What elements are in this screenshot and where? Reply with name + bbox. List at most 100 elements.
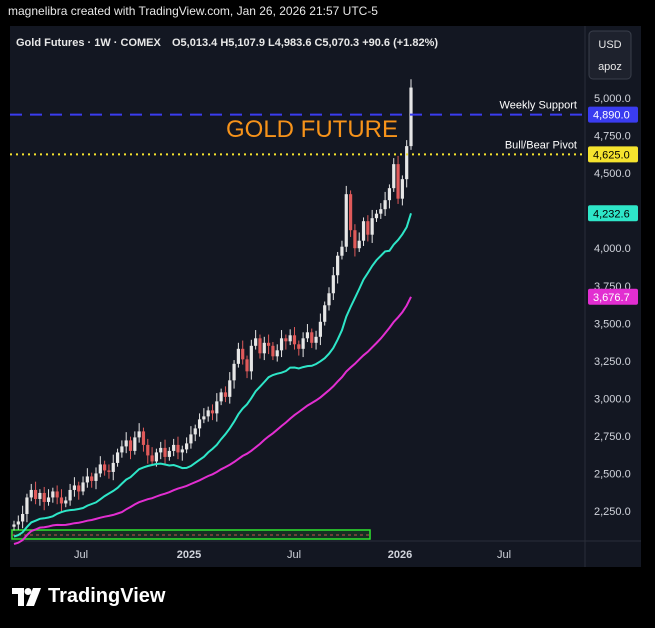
candle-body	[366, 221, 370, 235]
candle-body	[163, 447, 167, 457]
price-label-text: 4,890.0	[593, 110, 630, 122]
ohlc-readout: O5,013.4 H5,107.9 L4,983.6 C5,070.3 +90.…	[172, 37, 438, 49]
y-tick-label: 4,000.0	[594, 243, 631, 255]
candle-body	[215, 401, 219, 414]
candle-body	[379, 209, 383, 214]
y-tick-label: 4,500.0	[594, 168, 631, 180]
candle-body	[72, 485, 77, 490]
candle-body	[292, 335, 297, 345]
candle-body	[159, 447, 163, 453]
candle-body	[141, 431, 146, 445]
candle-body	[167, 450, 171, 457]
candle-body	[327, 293, 331, 306]
candle-body	[51, 491, 55, 498]
candle-body	[374, 213, 379, 219]
hline-name: Weekly Support	[500, 100, 577, 112]
candle-body	[258, 338, 262, 354]
y-tick-label: 2,250.0	[594, 506, 631, 518]
brand-name: TradingView	[48, 585, 166, 607]
candle-body	[64, 500, 68, 504]
candle-body	[55, 491, 59, 498]
candle-body	[266, 342, 271, 346]
scale-mode-label: apoz	[598, 61, 622, 73]
candle-body	[348, 194, 353, 231]
candle-body	[172, 444, 176, 451]
candle-body	[33, 489, 38, 499]
currency-label: USD	[598, 39, 621, 51]
candle-body	[387, 188, 392, 201]
candle-body	[85, 476, 89, 483]
ma-slow-line	[13, 296, 412, 545]
candle-body	[353, 230, 357, 249]
candle-body	[271, 345, 275, 357]
candle-body	[25, 497, 29, 514]
candle-body	[219, 392, 223, 402]
candle-body	[318, 321, 322, 337]
bottom-band	[11, 529, 371, 540]
candle-body	[46, 497, 51, 502]
candle-body	[206, 410, 210, 417]
candle-body	[146, 444, 150, 456]
candle-body	[154, 452, 159, 462]
time-axis: Jul 2025 Jul 2026 Jul	[74, 549, 511, 561]
attribution: magnelibra created with TradingView.com,…	[8, 4, 378, 18]
candle-body	[29, 489, 33, 498]
brand: TradingView	[12, 585, 165, 608]
candle-body	[90, 476, 94, 481]
x-tick-label: Jul	[74, 549, 88, 561]
candle-body	[310, 332, 314, 343]
candle-body	[103, 464, 107, 471]
ma-fast-line	[13, 213, 412, 538]
price-labels: 4,890.0 4,625.0 4,232.6 3,676.7	[588, 106, 638, 305]
candle-body	[193, 428, 197, 435]
price-label-text: 4,625.0	[593, 149, 630, 161]
y-tick-label: 3,250.0	[594, 356, 631, 368]
candle-body	[392, 164, 396, 189]
chart-background	[10, 26, 641, 567]
candle-body	[12, 524, 16, 527]
y-tick-label: 2,500.0	[594, 468, 631, 480]
candle-body	[59, 497, 64, 504]
candle-body	[314, 336, 318, 343]
scale-box[interactable]	[588, 30, 632, 80]
x-tick-label: 2025	[177, 549, 201, 561]
candle-body	[236, 348, 240, 364]
y-tick-label: 4,750.0	[594, 131, 631, 143]
candle-body	[331, 275, 335, 294]
candle-body	[128, 440, 133, 451]
candle-body	[405, 146, 409, 180]
y-tick-label: 3,500.0	[594, 318, 631, 330]
candle-body	[98, 464, 102, 474]
candle-body	[383, 200, 387, 210]
candle-body	[301, 338, 305, 349]
candle-body	[370, 218, 374, 235]
candle-body	[323, 305, 327, 322]
x-tick-label: 2026	[388, 549, 412, 561]
candle-body	[68, 489, 72, 501]
candle-body	[275, 350, 279, 357]
ma-label-text: 4,232.6	[593, 208, 630, 220]
candle-body	[305, 332, 310, 339]
moving-averages	[13, 213, 412, 545]
chart-title: GOLD FUTURE	[226, 116, 398, 143]
candle-body	[254, 338, 258, 346]
candle-body	[38, 492, 42, 499]
candle-body	[81, 482, 85, 492]
bottom-band-box	[11, 529, 371, 540]
horizontal-lines: Weekly Support Bull/Bear Pivot	[10, 100, 585, 156]
candle-body	[150, 455, 154, 462]
price-label-box	[588, 146, 638, 163]
candle-body	[21, 513, 25, 522]
candle-body	[357, 240, 361, 249]
candle-body	[409, 87, 413, 147]
candle-body	[115, 452, 120, 463]
candle-body	[94, 473, 98, 481]
candle-body	[340, 246, 344, 256]
candle-body	[120, 446, 124, 453]
candle-body	[336, 255, 340, 276]
candle-body	[245, 359, 249, 372]
candle-body	[185, 443, 189, 450]
candle-body	[400, 179, 404, 199]
